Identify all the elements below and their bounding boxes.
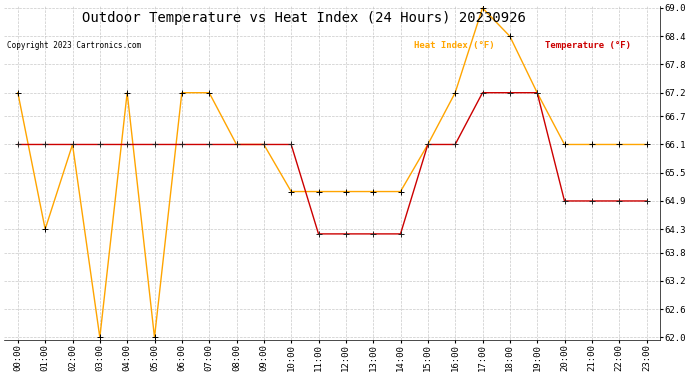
Text: Outdoor Temperature vs Heat Index (24 Hours) 20230926: Outdoor Temperature vs Heat Index (24 Ho… [81,11,526,25]
Text: Copyright 2023 Cartronics.com: Copyright 2023 Cartronics.com [7,41,141,50]
Text: Heat Index (°F): Heat Index (°F) [414,41,495,50]
Text: Temperature (°F): Temperature (°F) [545,41,631,50]
